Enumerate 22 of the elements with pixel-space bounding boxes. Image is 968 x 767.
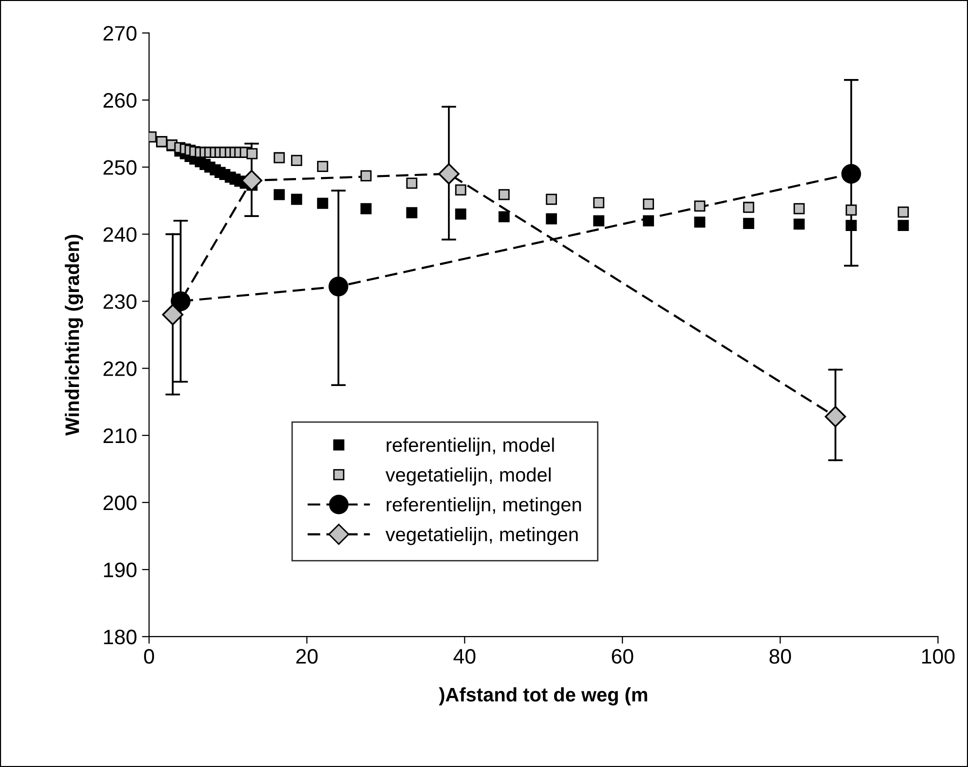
x-tick-label: 20 <box>296 648 318 664</box>
y-tick-label: 260 <box>104 93 136 108</box>
legend-label: vegetatielijn, metingen <box>386 527 578 546</box>
x-tick-label: 100 <box>922 648 955 664</box>
y-tick-label: 240 <box>104 227 136 242</box>
y-tick-label: 180 <box>104 630 136 644</box>
y-tick-label: 190 <box>104 562 136 578</box>
x-tick-label: 40 <box>454 648 476 664</box>
legend-label: vegetatielijn, model <box>386 467 551 486</box>
y-tick-label: 250 <box>104 160 136 175</box>
y-axis-title: Windrichting (graden) <box>64 234 84 436</box>
y-tick-label: 270 <box>104 26 136 41</box>
legend-label: referentielijn, metingen <box>386 497 581 516</box>
y-tick-label: 210 <box>104 428 136 444</box>
y-tick-label: 200 <box>104 495 136 510</box>
x-axis-title: )Afstand tot de weg (m <box>438 687 648 706</box>
x-tick-label: 60 <box>612 648 634 664</box>
x-tick-label: 80 <box>770 648 791 664</box>
y-tick-label: 220 <box>104 361 136 376</box>
x-tick-label: 0 <box>144 648 154 664</box>
legend-label: referentielijn, model <box>386 438 554 456</box>
y-tick-label: 230 <box>104 294 136 310</box>
